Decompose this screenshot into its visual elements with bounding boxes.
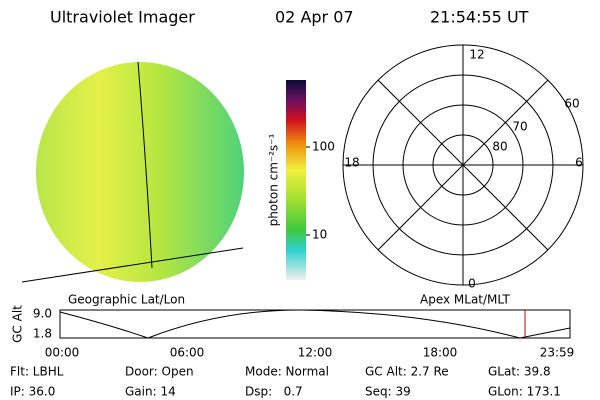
image-label: Geographic Lat/Lon: [68, 293, 185, 307]
mlat-label: 60: [564, 97, 579, 111]
info-field: Door: Open: [125, 365, 194, 379]
orbit-plot: [59, 309, 571, 339]
info-field: Gain: 14: [125, 385, 176, 399]
info-field: IP: 36.0: [10, 385, 55, 399]
orbit-y-tick: 1.8: [33, 327, 52, 341]
orbit-axis-label: GC Alt: [11, 305, 25, 343]
info-field: GC Alt: 2.7 Re: [365, 365, 449, 379]
time: 21:54:55 UT: [430, 8, 529, 27]
polar-label: Apex MLat/MLT: [420, 293, 510, 307]
info-field: Flt: LBHL: [10, 365, 64, 379]
mlt-label: 6: [575, 156, 583, 170]
earth-image: [21, 61, 244, 283]
instrument: Ultraviolet Imager: [50, 8, 195, 27]
orbit-x-tick: 23:59: [540, 346, 575, 360]
orbit-x-tick: 06:00: [170, 346, 205, 360]
orbit-x-tick: 00:00: [45, 346, 80, 360]
orbit-y-tick: 9.0: [33, 307, 52, 321]
colorbar-unit: photon cm⁻²s⁻¹: [267, 133, 281, 226]
date: 02 Apr 07: [275, 8, 354, 27]
orbit-x-tick: 12:00: [298, 346, 333, 360]
info-field: Dsp: 0.7: [245, 385, 303, 399]
colorbar-tick: 100: [312, 140, 335, 154]
mlt-label: 12: [469, 48, 484, 62]
info-field: GLat: 39.8: [488, 365, 551, 379]
orbit-x-tick: 18:00: [423, 346, 458, 360]
mlt-label: 0: [468, 277, 476, 291]
info-field: Mode: Normal: [245, 365, 329, 379]
colorbar: [286, 80, 306, 280]
mlt-label: 18: [344, 156, 359, 170]
info-field: Seq: 39: [365, 385, 411, 399]
polar-grid: [342, 44, 584, 286]
mlat-label: 70: [512, 120, 527, 134]
colorbar-tick: 10: [312, 228, 327, 242]
info-field: GLon: 173.1: [488, 385, 561, 399]
mlat-label: 80: [492, 140, 507, 154]
